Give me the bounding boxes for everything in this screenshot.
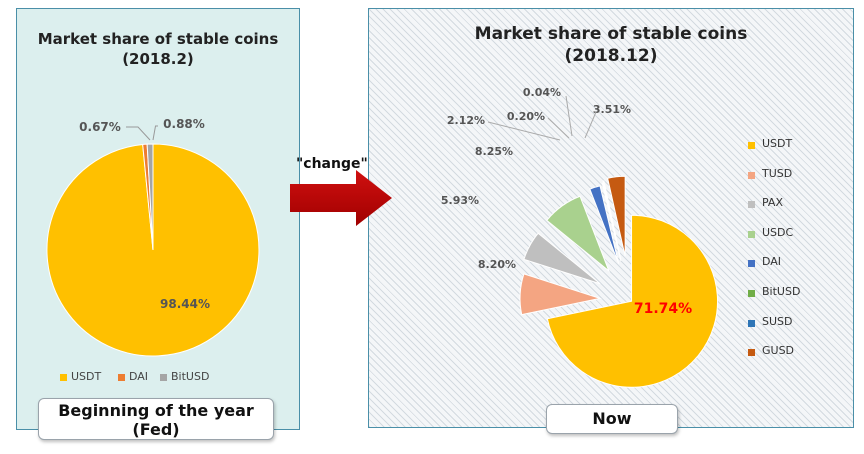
legend-swatch bbox=[748, 289, 755, 297]
change-arrow-icon bbox=[290, 170, 392, 226]
right-data-label-usdc: 8.25% bbox=[475, 145, 513, 158]
right-leader-line bbox=[547, 117, 570, 139]
right-legend-item-gusd: GUSD bbox=[748, 341, 818, 371]
left-title-line1: Market share of stable coins bbox=[37, 30, 279, 48]
right-legend-item-bitusd: BitUSD bbox=[748, 282, 818, 312]
change-label: "change" bbox=[296, 156, 368, 172]
right-data-label-gusd: 3.51% bbox=[593, 103, 631, 116]
legend-swatch bbox=[748, 349, 755, 357]
right-legend-item-usdt: USDT bbox=[748, 134, 818, 164]
legend-label: TUSD bbox=[762, 166, 793, 180]
right-title-line1: Market share of stable coins bbox=[474, 24, 748, 44]
legend-swatch bbox=[748, 142, 755, 149]
right-legend-item-tusd: TUSD bbox=[748, 164, 818, 194]
right-slice-usdc bbox=[546, 195, 610, 273]
right-caption-box: Now bbox=[546, 404, 678, 434]
legend-swatch bbox=[748, 260, 755, 268]
right-data-label-bitusd: 0.20% bbox=[507, 110, 545, 123]
left-chart-title: Market share of stable coins (2018.2) bbox=[17, 29, 299, 69]
legend-label: USDT bbox=[71, 370, 102, 383]
right-slice-dai bbox=[589, 185, 620, 264]
legend-label: DAI bbox=[762, 255, 782, 269]
right-legend-item-susd: SUSD bbox=[748, 312, 818, 342]
left-caption-box: Beginning of the year (Fed) bbox=[38, 398, 274, 440]
left-legend-item-bitusd: BitUSD bbox=[160, 370, 209, 383]
right-legend-item-pax: PAX bbox=[748, 193, 818, 223]
right-leader-line bbox=[584, 111, 597, 139]
left-data-label-dai: 0.67% bbox=[79, 120, 121, 134]
left-caption-line1: Beginning of the year bbox=[58, 401, 254, 420]
right-slice-pax bbox=[523, 232, 601, 285]
right-slice-susd bbox=[602, 180, 622, 260]
right-data-label-pax: 5.93% bbox=[441, 194, 479, 207]
right-data-label-usdt: 71.74% bbox=[634, 301, 692, 317]
left-legend-item-usdt: USDT bbox=[60, 370, 101, 383]
legend-label: DAI bbox=[129, 370, 149, 383]
legend-label: BitUSD bbox=[171, 370, 210, 383]
right-data-label-dai: 2.12% bbox=[447, 114, 485, 127]
legend-label: BitUSD bbox=[762, 284, 801, 298]
left-title-line2: (2018.2) bbox=[122, 50, 194, 68]
left-legend-item-dai: DAI bbox=[118, 370, 148, 383]
right-legend-item-usdc: USDC bbox=[748, 223, 818, 253]
legend-swatch bbox=[160, 373, 167, 381]
right-title-line2: (2018.12) bbox=[564, 46, 658, 66]
left-leader-line bbox=[152, 125, 158, 141]
legend-swatch bbox=[748, 171, 755, 179]
legend-swatch bbox=[118, 373, 125, 381]
legend-label: PAX bbox=[762, 196, 783, 210]
left-data-label-bitusd: 0.88% bbox=[163, 117, 205, 131]
legend-label: USDT bbox=[762, 137, 793, 150]
right-slice-tusd bbox=[519, 273, 603, 316]
legend-swatch bbox=[748, 230, 755, 238]
left-caption-line2: (Fed) bbox=[132, 420, 180, 439]
legend-label: USDC bbox=[762, 225, 794, 239]
right-chart-legend: USDT TUSD PAX USDC DAI BitUSD SUSD GUSD bbox=[748, 134, 818, 371]
right-legend-item-dai: DAI bbox=[748, 252, 818, 282]
legend-label: SUSD bbox=[762, 314, 793, 328]
right-data-label-tusd: 8.20% bbox=[478, 258, 516, 271]
left-leader-line bbox=[126, 126, 151, 141]
right-leader-line bbox=[565, 95, 573, 137]
right-slice-usdt bbox=[546, 214, 719, 388]
left-slice-bitusd bbox=[146, 143, 154, 251]
legend-swatch bbox=[748, 201, 755, 209]
right-slice-gusd bbox=[607, 175, 626, 257]
left-data-label-usdt: 98.44% bbox=[160, 297, 210, 311]
right-leader-line bbox=[487, 121, 561, 141]
legend-swatch bbox=[748, 319, 755, 327]
legend-label: GUSD bbox=[762, 344, 795, 358]
right-chart-title: Market share of stable coins (2018.12) bbox=[369, 23, 853, 67]
legend-swatch bbox=[60, 373, 67, 381]
right-data-label-susd: 0.04% bbox=[523, 86, 561, 99]
